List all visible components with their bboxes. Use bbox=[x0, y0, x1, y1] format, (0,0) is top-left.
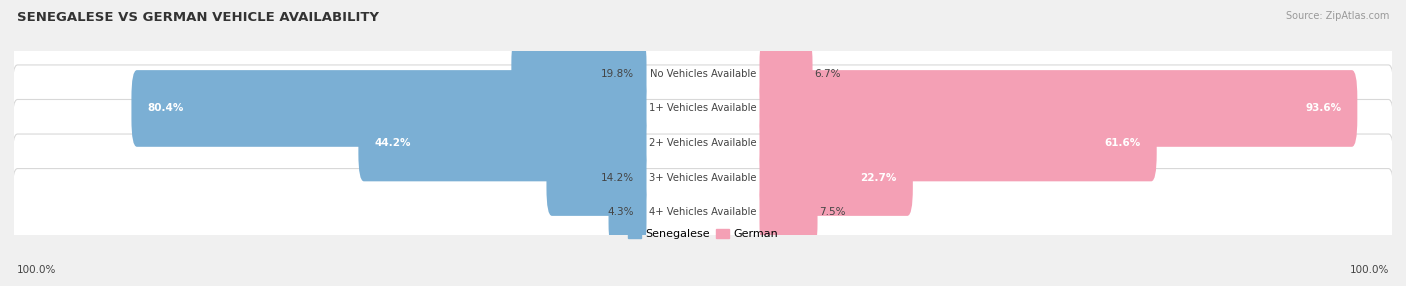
Text: 93.6%: 93.6% bbox=[1305, 104, 1341, 114]
Text: 22.7%: 22.7% bbox=[860, 172, 897, 182]
FancyBboxPatch shape bbox=[359, 105, 647, 181]
Text: 1+ Vehicles Available: 1+ Vehicles Available bbox=[650, 104, 756, 114]
Text: 19.8%: 19.8% bbox=[600, 69, 634, 79]
FancyBboxPatch shape bbox=[13, 100, 1393, 186]
Text: 61.6%: 61.6% bbox=[1105, 138, 1140, 148]
Text: 2+ Vehicles Available: 2+ Vehicles Available bbox=[650, 138, 756, 148]
FancyBboxPatch shape bbox=[13, 168, 1393, 256]
Legend: Senegalese, German: Senegalese, German bbox=[623, 224, 783, 244]
Text: No Vehicles Available: No Vehicles Available bbox=[650, 69, 756, 79]
Text: 100.0%: 100.0% bbox=[1350, 265, 1389, 275]
Text: 4.3%: 4.3% bbox=[607, 207, 634, 217]
Text: 14.2%: 14.2% bbox=[600, 172, 634, 182]
FancyBboxPatch shape bbox=[759, 105, 1157, 181]
FancyBboxPatch shape bbox=[131, 70, 647, 147]
Text: Source: ZipAtlas.com: Source: ZipAtlas.com bbox=[1285, 11, 1389, 21]
FancyBboxPatch shape bbox=[512, 35, 647, 112]
FancyBboxPatch shape bbox=[759, 174, 817, 251]
Text: 6.7%: 6.7% bbox=[814, 69, 841, 79]
Text: 44.2%: 44.2% bbox=[374, 138, 411, 148]
Text: 7.5%: 7.5% bbox=[818, 207, 845, 217]
FancyBboxPatch shape bbox=[759, 70, 1357, 147]
FancyBboxPatch shape bbox=[13, 65, 1393, 152]
Text: 3+ Vehicles Available: 3+ Vehicles Available bbox=[650, 172, 756, 182]
Text: 80.4%: 80.4% bbox=[148, 104, 184, 114]
Text: SENEGALESE VS GERMAN VEHICLE AVAILABILITY: SENEGALESE VS GERMAN VEHICLE AVAILABILIT… bbox=[17, 11, 378, 24]
FancyBboxPatch shape bbox=[759, 139, 912, 216]
Text: 100.0%: 100.0% bbox=[17, 265, 56, 275]
Text: 4+ Vehicles Available: 4+ Vehicles Available bbox=[650, 207, 756, 217]
FancyBboxPatch shape bbox=[547, 139, 647, 216]
FancyBboxPatch shape bbox=[759, 35, 813, 112]
FancyBboxPatch shape bbox=[13, 30, 1393, 118]
FancyBboxPatch shape bbox=[13, 134, 1393, 221]
FancyBboxPatch shape bbox=[609, 174, 647, 251]
